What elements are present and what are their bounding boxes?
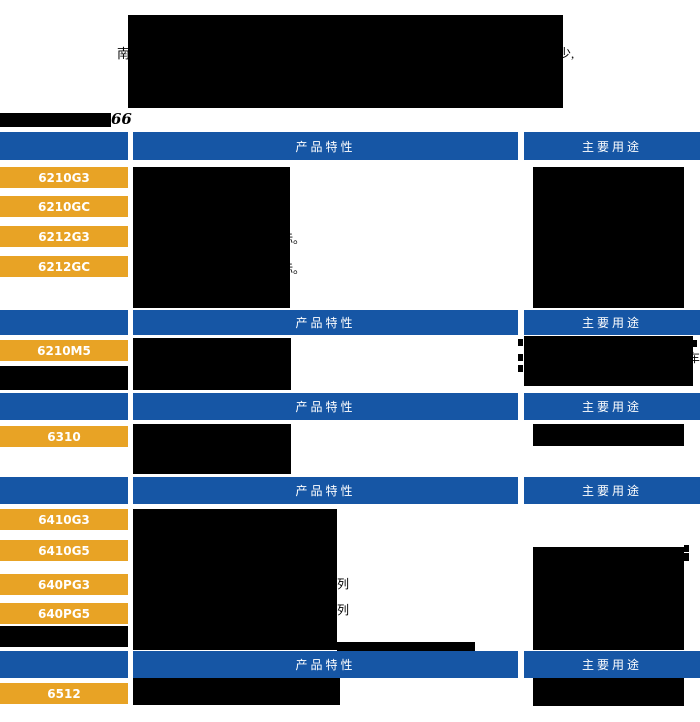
glyph-sliver (684, 553, 689, 561)
redacted-table3-features (133, 424, 291, 474)
product-code-cell: 6310 (0, 426, 128, 447)
redacted-caption-label (0, 113, 111, 127)
product-code-cell: 640PG5 (0, 603, 128, 624)
glyph-sliver (518, 365, 523, 372)
product-code-cell: 6410G3 (0, 509, 128, 530)
redacted-table1-uses (533, 167, 684, 308)
table3-header-features: 产品特性 (133, 393, 518, 420)
redacted-table5-uses (533, 678, 684, 706)
redacted-table4-code-cell (0, 626, 128, 647)
table5-header-code-col (0, 651, 128, 678)
product-code-cell: 6210G3 (0, 167, 128, 188)
redacted-intro-paragraph (128, 15, 563, 108)
table3-header-uses: 主要用途 (524, 393, 700, 420)
redacted-table4-features (133, 509, 337, 650)
redacted-table4-uses (533, 547, 684, 650)
redacted-table2-features (133, 338, 291, 390)
product-code-cell: 6210GC (0, 196, 128, 217)
table1-header-code-col (0, 132, 128, 160)
redacted-table2-uses (524, 336, 693, 386)
table2-header-uses: 主要用途 (524, 310, 700, 335)
table2-header-features: 产品特性 (133, 310, 518, 335)
redacted-table3-uses (533, 424, 684, 446)
product-code-cell: 6410G5 (0, 540, 128, 561)
product-code-cell: 6212GC (0, 256, 128, 277)
product-code-cell: 640PG3 (0, 574, 128, 595)
redacted-table4-features-ext (337, 642, 475, 651)
product-code-cell: 6512 (0, 683, 128, 704)
table5-header-uses: 主要用途 (524, 651, 700, 678)
table4-features-fragment: 列 (337, 577, 350, 591)
glyph-sliver (684, 545, 689, 552)
redacted-table5-features (133, 678, 340, 705)
table4-features-fragment: 列 (337, 603, 350, 617)
product-code-cell: 6210M5 (0, 340, 128, 361)
table1-header-uses: 主要用途 (524, 132, 700, 160)
redacted-table1-features (133, 167, 290, 308)
table5-header-features: 产品特性 (133, 651, 518, 678)
product-code-cell: 6212G3 (0, 226, 128, 247)
redacted-table2-code-cell (0, 366, 128, 390)
table4-header-uses: 主要用途 (524, 477, 700, 504)
intro-lead-char: 南 (117, 46, 131, 61)
table3-header-code-col (0, 393, 128, 420)
table2-header-code-col (0, 310, 128, 335)
table4-header-code-col (0, 477, 128, 504)
table4-header-features: 产品特性 (133, 477, 518, 504)
caption-number: 66 (111, 110, 132, 128)
table1-header-features: 产品特性 (133, 132, 518, 160)
glyph-sliver (693, 340, 697, 347)
glyph-sliver (518, 339, 523, 346)
glyph-sliver (518, 354, 523, 361)
